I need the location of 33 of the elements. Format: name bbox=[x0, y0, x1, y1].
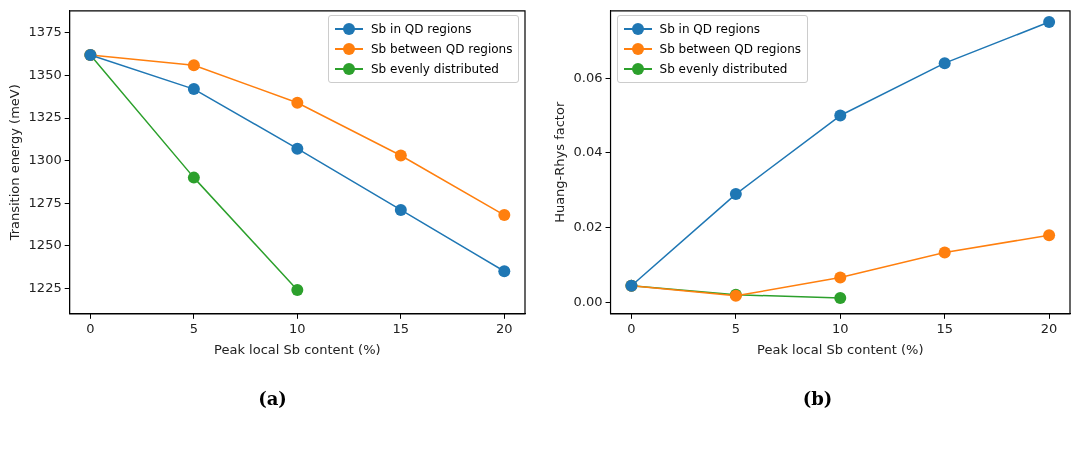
x-tick-label: 20 bbox=[496, 320, 513, 336]
legend-label: Sb between QD regions bbox=[659, 41, 801, 56]
x-axis-title: Peak local Sb content (%) bbox=[757, 341, 924, 357]
x-tick-label: 15 bbox=[936, 320, 953, 336]
y-tick-label: 1225 bbox=[28, 279, 62, 295]
y-tick-label: 0.04 bbox=[573, 144, 603, 160]
x-tick-label: 20 bbox=[1040, 320, 1058, 336]
y-tick-label: 0.00 bbox=[573, 293, 603, 309]
legend-label: Sb in QD regions bbox=[659, 21, 761, 36]
x-tick-label: 15 bbox=[392, 320, 410, 336]
y-axis-title: Huang-Rhys factor bbox=[552, 101, 568, 223]
y-tick-label: 0.02 bbox=[573, 219, 603, 235]
x-tick-label: 0 bbox=[86, 320, 95, 336]
y-tick-label: 1325 bbox=[28, 109, 62, 125]
y-axis-title: Transition energy (meV) bbox=[7, 84, 23, 242]
x-tick-label: 0 bbox=[627, 320, 636, 336]
legend-label: Sb between QD regions bbox=[371, 41, 513, 56]
x-tick-label: 10 bbox=[832, 320, 849, 336]
x-axis-title: Peak local Sb content (%) bbox=[214, 341, 381, 357]
text: (a) bbox=[257, 388, 288, 409]
x-tick-label: 5 bbox=[189, 320, 198, 336]
legend-label: Sb evenly distributed bbox=[659, 61, 788, 76]
x-tick-label: 10 bbox=[289, 320, 306, 336]
y-tick-label: 1250 bbox=[28, 237, 62, 253]
legend-label: Sb in QD regions bbox=[371, 21, 472, 36]
y-tick-label: 1350 bbox=[28, 66, 62, 82]
y-tick-label: 0.06 bbox=[573, 69, 603, 85]
y-tick-label: 1275 bbox=[28, 194, 62, 210]
y-tick-label: 1300 bbox=[28, 151, 62, 167]
x-tick-label: 5 bbox=[731, 320, 740, 336]
text: (b) bbox=[801, 388, 834, 409]
y-tick-label: 1375 bbox=[28, 24, 62, 40]
legend-label: Sb evenly distributed bbox=[371, 61, 499, 76]
